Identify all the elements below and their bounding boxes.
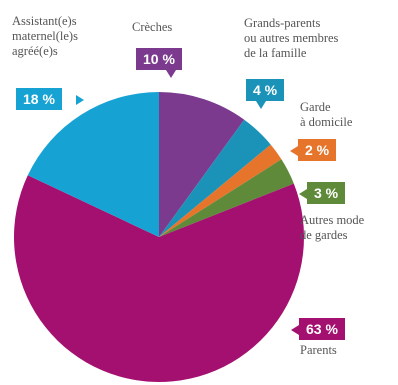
pie-slice-3 [159,159,294,237]
badge-creches-tail [166,70,176,78]
badge-garde-domicile-tail [290,146,298,156]
badge-garde-domicile-value: 2 % [305,142,330,158]
label-autres-modes: Autres mode de gardes [300,213,365,242]
pie-slice-0 [159,91,245,237]
badge-autres-modes-tail [299,189,307,199]
badge-creches-value: 10 % [143,51,175,67]
pie-slice-1 [159,119,271,237]
pie-slice-4 [14,175,305,382]
pie-slice-2 [159,144,282,237]
badge-grands-parents: 4 % [246,79,285,109]
badge-garde-domicile: 2 % [290,139,337,161]
pie-slice-5 [27,92,159,237]
badge-grands-parents-value: 4 % [253,82,278,98]
label-grands-parents: Grands-parents ou autres membres de la f… [244,16,339,60]
badge-assistantes-tail [76,95,84,105]
badge-autres-modes-value: 3 % [314,185,339,201]
badge-creches: 10 % [136,48,182,78]
badge-parents-value: 63 % [306,321,338,337]
label-garde-domicile: Garde à domicile [300,100,353,129]
badge-assistantes: 18 % [16,88,84,110]
label-creches: Crèches [132,20,173,34]
badge-assistantes-value: 18 % [23,91,55,107]
badge-autres-modes: 3 % [299,182,346,204]
label-assistantes: Assistant(e)s maternel(le)s agréé(e)s [12,14,78,58]
badge-grands-parents-tail [256,101,266,109]
label-parents: Parents [300,343,337,357]
badge-parents-tail [291,325,299,335]
badge-parents: 63 % [291,318,345,340]
